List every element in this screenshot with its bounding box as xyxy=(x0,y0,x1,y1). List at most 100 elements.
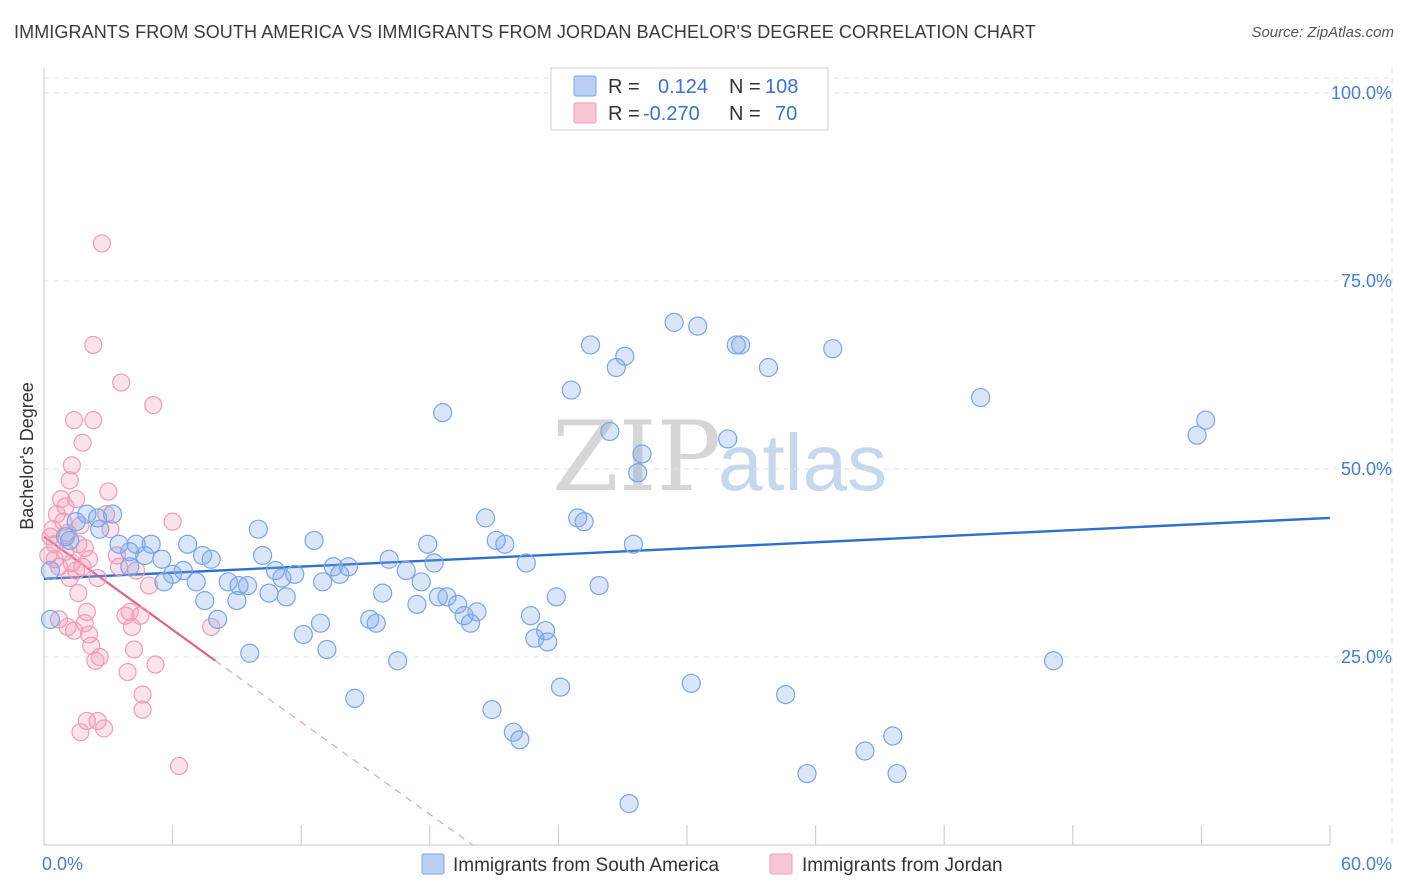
jordan-point xyxy=(64,621,84,640)
chart-title: IMMIGRANTS FROM SOUTH AMERICA VS IMMIGRA… xyxy=(14,22,1036,42)
jordan-point xyxy=(88,568,107,588)
jordan-point xyxy=(133,685,152,704)
y-tick-labels: 25.0% 50.0% 75.0% 100.0% xyxy=(1331,83,1392,667)
south-america-point xyxy=(823,339,843,359)
south-america-point xyxy=(730,335,751,355)
south-america-point xyxy=(726,335,746,355)
south-america-point xyxy=(310,613,331,633)
south-america-point xyxy=(366,613,386,633)
south-america-point xyxy=(550,677,571,697)
south-america-point xyxy=(396,560,416,581)
legend-r-value-2: -0.270 xyxy=(643,103,700,125)
south-america-point xyxy=(345,688,365,708)
jordan-point xyxy=(146,655,165,674)
jordan-point xyxy=(101,520,120,539)
south-america-point xyxy=(218,572,238,592)
y-tick-label: 75.0% xyxy=(1341,271,1392,291)
jordan-point xyxy=(133,700,152,719)
jordan-point xyxy=(62,456,81,475)
y-tick-label: 50.0% xyxy=(1341,459,1392,479)
jordan-point xyxy=(124,640,144,659)
jordan-point xyxy=(60,471,79,490)
south-america-point xyxy=(317,639,337,660)
south-america-point xyxy=(467,602,487,622)
jordan-point xyxy=(88,711,107,731)
south-america-point xyxy=(538,632,558,652)
y-tick-label: 100.0% xyxy=(1331,83,1392,103)
south-america-point xyxy=(454,606,474,626)
south-america-point xyxy=(201,549,221,569)
legend-box xyxy=(550,67,829,131)
y-tick-label: 25.0% xyxy=(1341,647,1392,667)
trend-line-jordan-extension xyxy=(215,660,474,846)
south-america-point xyxy=(313,572,333,592)
jordan-point xyxy=(131,606,150,625)
jordan-point xyxy=(94,719,114,738)
south-america-point xyxy=(561,380,581,400)
jordan-point xyxy=(56,497,75,516)
south-america-point xyxy=(600,421,620,442)
south-america-point xyxy=(1187,425,1207,445)
legend-r-value-1: 0.124 xyxy=(658,76,708,98)
jordan-point xyxy=(79,550,99,569)
trend-lines xyxy=(43,516,1331,846)
watermark: ZIP atlas xyxy=(552,401,887,513)
south-america-point xyxy=(619,794,639,814)
south-america-point xyxy=(475,508,496,528)
south-america-point xyxy=(141,534,161,554)
jordan-point xyxy=(90,647,109,667)
x-tick-label: 0.0% xyxy=(42,854,83,874)
jordan-point xyxy=(73,433,92,452)
jordan-point xyxy=(118,662,137,682)
axes xyxy=(43,68,1331,846)
south-america-point xyxy=(186,572,206,592)
south-america-point xyxy=(40,560,61,581)
south-america-point xyxy=(411,572,431,592)
south-america-point xyxy=(120,557,140,577)
south-america-point xyxy=(388,651,408,671)
x-tick-labels: 0.0% 60.0% xyxy=(42,854,1392,874)
south-america-point xyxy=(503,722,523,742)
south-america-point xyxy=(520,606,541,626)
south-america-point xyxy=(227,591,247,611)
south-america-point xyxy=(248,519,268,539)
legend-n-value-2: 70 xyxy=(775,103,797,125)
south-america-point xyxy=(437,587,457,607)
watermark-atlas: atlas xyxy=(718,418,887,507)
south-america-point xyxy=(240,643,260,663)
south-america-point xyxy=(495,534,515,554)
south-america-point xyxy=(448,594,468,614)
south-america-point xyxy=(580,335,601,355)
south-america-point xyxy=(208,609,228,630)
jordan-point xyxy=(77,602,96,621)
legend-bottom-label-jordan: Immigrants from Jordan xyxy=(802,855,1003,876)
south-america-point xyxy=(433,403,453,423)
jordan-point xyxy=(84,411,103,430)
jordan-point xyxy=(169,756,189,776)
south-america-point xyxy=(688,316,708,336)
legend-r-label-2: R = xyxy=(608,103,640,125)
south-america-point xyxy=(615,346,635,366)
south-america-point xyxy=(460,613,481,633)
legend-swatch-south-america xyxy=(573,75,597,97)
trend-line-jordan xyxy=(43,535,217,662)
legend-n-label-2: N = xyxy=(729,103,761,125)
y-axis-title: Bachelor's Degree xyxy=(17,382,37,530)
correlation-legend: R = 0.124 N = 108 R = -0.270 N = 70 xyxy=(550,67,829,131)
jordan-point xyxy=(127,561,146,580)
south-america-point xyxy=(510,730,530,750)
jordan-point xyxy=(45,535,64,554)
jordan-point xyxy=(75,614,94,633)
south-america-point xyxy=(525,628,545,648)
south-america-point xyxy=(775,685,796,705)
jordan-point xyxy=(79,625,99,644)
source-credit: Source: ZipAtlas.com xyxy=(1251,24,1394,41)
south-america-point xyxy=(40,609,61,630)
south-america-point xyxy=(338,557,358,577)
jordan-point xyxy=(139,576,159,595)
jordan-point xyxy=(84,335,103,355)
x-tick-label: 60.0% xyxy=(1341,854,1392,874)
south-america-point xyxy=(482,700,502,720)
series-south-america xyxy=(40,312,1216,814)
